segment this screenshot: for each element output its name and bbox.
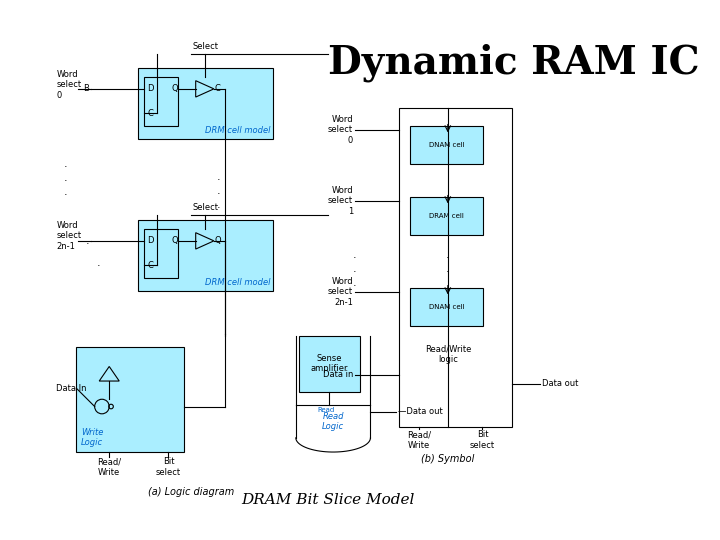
Text: B: B [84,84,89,93]
Text: Read/
Write: Read/ Write [97,457,121,477]
Text: Q: Q [171,84,178,93]
FancyBboxPatch shape [76,347,184,452]
Text: Word
select
1: Word select 1 [328,186,353,215]
Text: Q: Q [171,237,178,245]
Text: (b) Symbol: (b) Symbol [421,454,474,464]
FancyBboxPatch shape [144,77,179,126]
Text: C: C [215,84,221,93]
Text: .
.
.: . . . [446,250,449,288]
Text: C: C [148,109,153,118]
Text: D: D [148,237,154,245]
Text: Word
select
0: Word select 0 [56,70,81,99]
Text: Word
select
2n-1: Word select 2n-1 [328,277,353,307]
FancyBboxPatch shape [399,108,513,427]
Text: Sense
amplifier: Sense amplifier [311,354,348,374]
Text: DRAM Bit Slice Model: DRAM Bit Slice Model [241,492,414,507]
Text: Read
Logic: Read Logic [322,411,344,431]
Text: .: . [96,258,100,268]
Text: DRM cell model: DRM cell model [204,278,270,287]
FancyBboxPatch shape [138,220,273,291]
Text: —Data out: —Data out [397,408,443,416]
Text: Write
Logic: Write Logic [81,428,104,448]
FancyBboxPatch shape [144,229,179,278]
Text: Word
select
2n-1: Word select 2n-1 [56,221,81,251]
Text: .
.
.: . . . [217,172,220,210]
FancyBboxPatch shape [410,197,483,235]
Text: Data In: Data In [56,384,87,393]
Text: C: C [148,261,153,270]
Text: DNAM cell: DNAM cell [429,305,464,310]
Text: .
.
.: . . . [354,250,357,288]
Text: Read: Read [318,408,335,414]
Text: Bit
select: Bit select [470,430,495,450]
Text: Bit
select: Bit select [156,457,181,477]
Text: DRM cell model: DRM cell model [204,126,270,136]
Text: DNAM cell: DNAM cell [429,143,464,148]
Text: Select: Select [193,202,219,212]
Text: DRAM cell: DRAM cell [429,213,464,219]
Text: .
.
.: . . . [64,159,68,197]
Text: Data in: Data in [323,370,353,379]
FancyBboxPatch shape [138,68,273,139]
Text: .: . [86,236,89,246]
Text: D: D [148,84,154,93]
Text: Read/Write
logic: Read/Write logic [425,345,471,364]
FancyBboxPatch shape [410,126,483,164]
FancyBboxPatch shape [410,288,483,327]
Text: Data out: Data out [541,379,578,388]
Text: Word
select
0: Word select 0 [328,115,353,145]
Text: (a) Logic diagram: (a) Logic diagram [148,487,234,497]
Text: Select: Select [193,42,219,51]
Text: Q: Q [215,237,222,245]
Text: Read/
Write: Read/ Write [407,430,431,450]
FancyBboxPatch shape [299,335,361,392]
Text: Dynamic RAM IC: Dynamic RAM IC [328,43,700,82]
